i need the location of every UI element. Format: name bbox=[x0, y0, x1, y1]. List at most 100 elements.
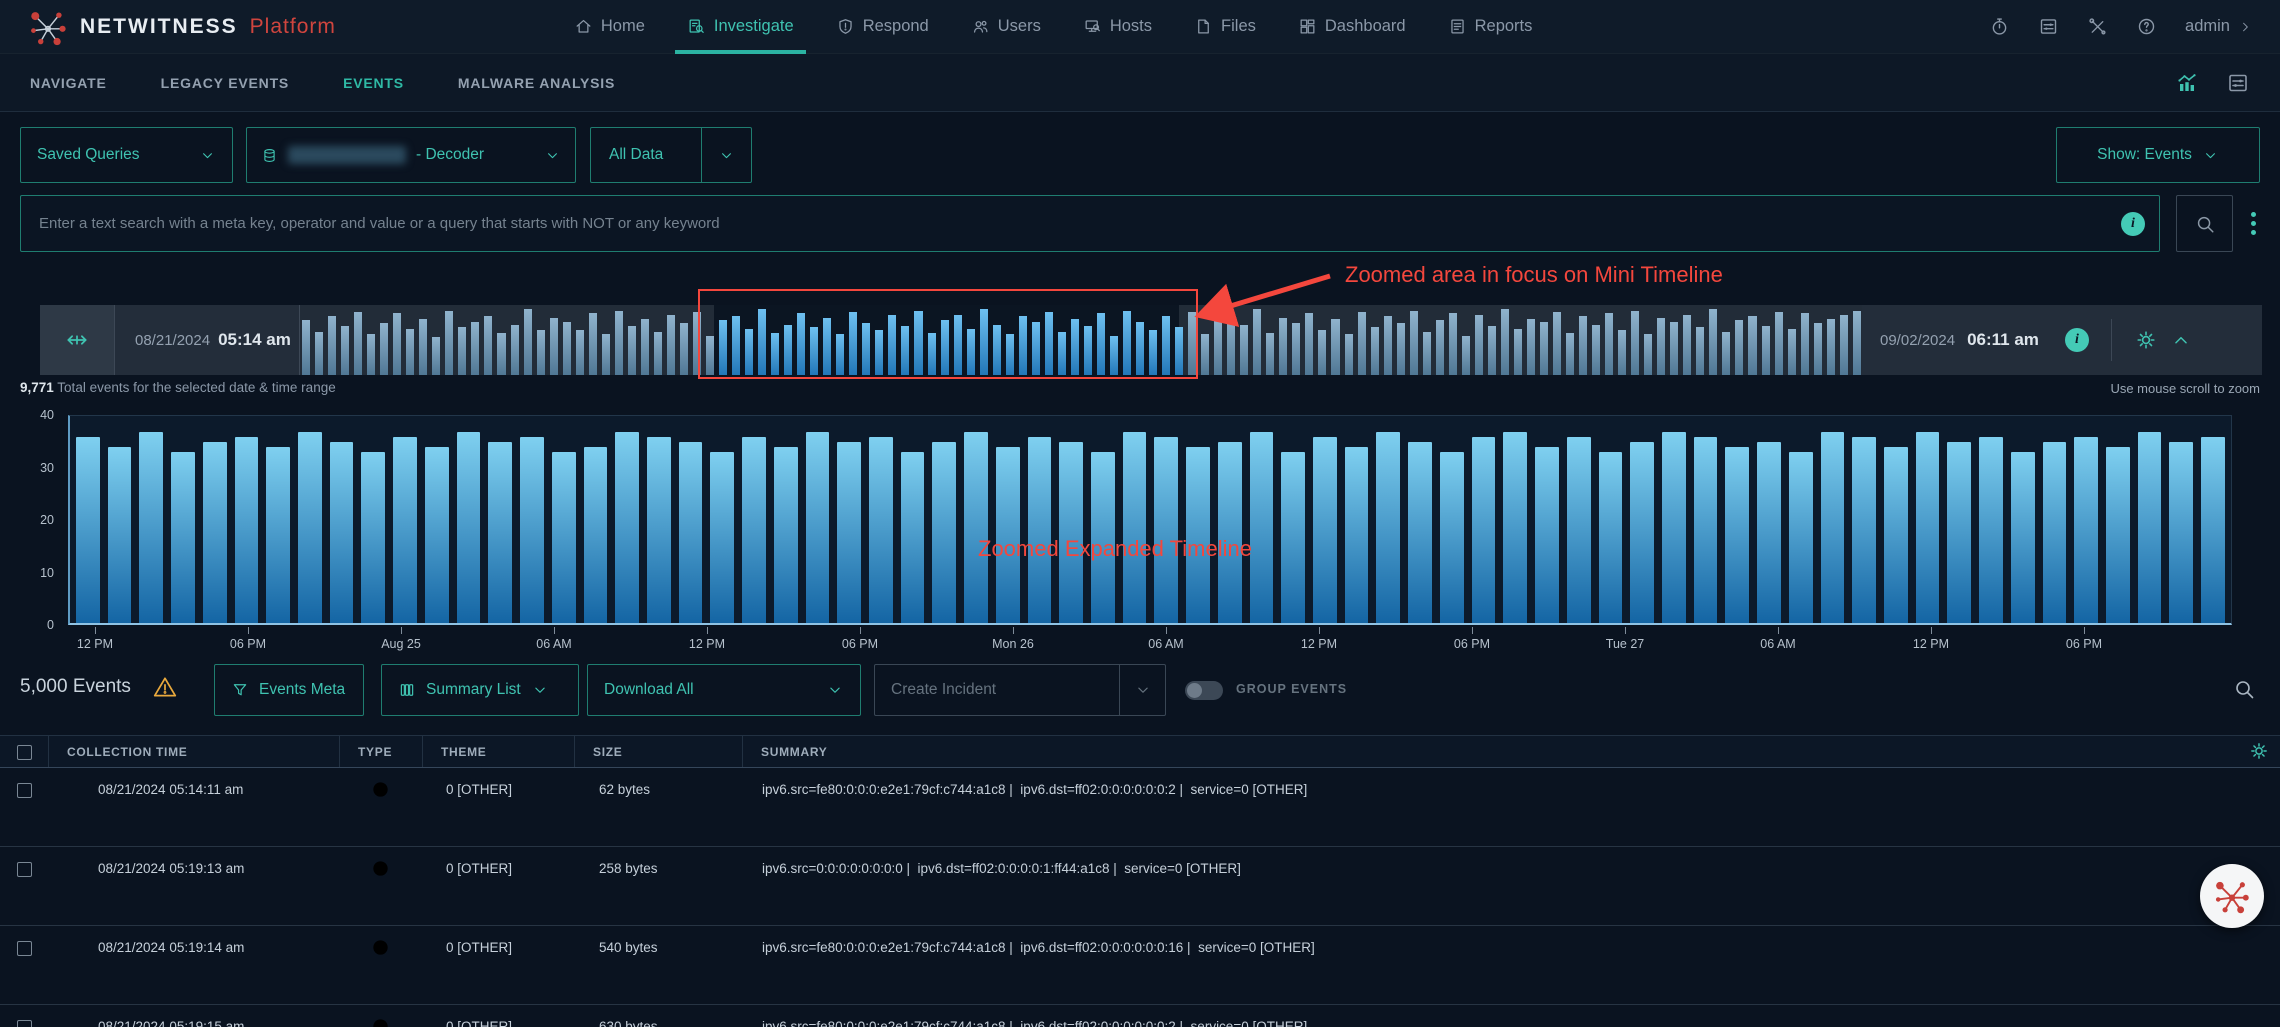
top-nav-reports[interactable]: Reports bbox=[1448, 0, 1533, 54]
timeline-bar[interactable] bbox=[457, 432, 481, 623]
help-icon[interactable] bbox=[2136, 16, 2157, 37]
sub-nav-events[interactable]: EVENTS bbox=[343, 75, 404, 91]
show-events-dropdown[interactable]: Show: Events bbox=[2056, 127, 2260, 183]
timeline-bar[interactable] bbox=[2043, 442, 2067, 623]
timeline-bar[interactable] bbox=[1852, 437, 1876, 623]
timeline-bar[interactable] bbox=[1630, 442, 1654, 623]
timeline-resize-handle[interactable] bbox=[40, 305, 115, 375]
timeline-bar[interactable] bbox=[266, 447, 290, 623]
timeline-bar[interactable] bbox=[1503, 432, 1527, 623]
select-all-checkbox[interactable] bbox=[17, 745, 32, 760]
timeline-bar[interactable] bbox=[1281, 452, 1305, 623]
timeline-bar[interactable] bbox=[1440, 452, 1464, 623]
timeline-bar[interactable] bbox=[1725, 447, 1749, 623]
timeline-bar[interactable] bbox=[584, 447, 608, 623]
sub-nav-navigate[interactable]: NAVIGATE bbox=[30, 75, 107, 91]
tools-icon[interactable] bbox=[2087, 16, 2108, 37]
query-options-kebab-menu[interactable] bbox=[2251, 212, 2256, 235]
timeline-bar[interactable] bbox=[2169, 442, 2193, 623]
timeline-bar[interactable] bbox=[1916, 432, 1940, 623]
row-checkbox[interactable] bbox=[17, 941, 32, 956]
timeline-bar[interactable] bbox=[901, 452, 925, 623]
col-header-type[interactable]: TYPE bbox=[339, 736, 422, 767]
timeline-bar[interactable] bbox=[1599, 452, 1623, 623]
saved-queries-dropdown[interactable]: Saved Queries bbox=[20, 127, 233, 183]
timeline-bar[interactable] bbox=[679, 442, 703, 623]
timeline-bar[interactable] bbox=[964, 432, 988, 623]
download-all-dropdown[interactable]: Download All bbox=[587, 664, 861, 716]
sub-nav-malware-analysis[interactable]: MALWARE ANALYSIS bbox=[458, 75, 615, 91]
col-header-theme[interactable]: THEME bbox=[422, 736, 574, 767]
timeline-bar[interactable] bbox=[1345, 447, 1369, 623]
timeline-bar[interactable] bbox=[742, 437, 766, 623]
timeline-bar[interactable] bbox=[235, 437, 259, 623]
timeline-bar[interactable] bbox=[2074, 437, 2098, 623]
netwitness-floating-action-button[interactable] bbox=[2200, 864, 2264, 928]
row-checkbox[interactable] bbox=[17, 1020, 32, 1027]
timeline-bar[interactable] bbox=[488, 442, 512, 623]
timeline-bar[interactable] bbox=[710, 452, 734, 623]
timeline-bar[interactable] bbox=[647, 437, 671, 623]
chart-plot-area[interactable] bbox=[68, 415, 2232, 625]
timeline-bar[interactable] bbox=[330, 442, 354, 623]
brand-logo[interactable]: NETWITNESS Platform bbox=[28, 7, 336, 47]
timeline-bar[interactable] bbox=[1472, 437, 1496, 623]
summary-list-dropdown[interactable]: Summary List bbox=[381, 664, 579, 716]
timeline-start-datetime[interactable]: 08/21/2024 05:14 am bbox=[115, 305, 300, 375]
top-nav-home[interactable]: Home bbox=[574, 0, 645, 54]
timeline-bar[interactable] bbox=[1313, 437, 1337, 623]
query-search-input[interactable] bbox=[21, 196, 2159, 251]
col-header-summary[interactable]: SUMMARY bbox=[742, 736, 2280, 767]
events-meta-button[interactable]: Events Meta bbox=[214, 664, 364, 716]
timeline-bar[interactable] bbox=[108, 447, 132, 623]
timeline-bar[interactable] bbox=[1757, 442, 1781, 623]
timeline-bar[interactable] bbox=[203, 442, 227, 623]
timeline-info-icon[interactable]: i bbox=[2065, 328, 2089, 352]
col-header-collection-time[interactable]: COLLECTION TIME bbox=[48, 736, 339, 767]
collapse-timeline-chevron-up-icon[interactable] bbox=[2170, 329, 2192, 351]
timeline-bar[interactable] bbox=[1694, 437, 1718, 623]
row-checkbox[interactable] bbox=[17, 783, 32, 798]
timeline-bar[interactable] bbox=[1947, 442, 1971, 623]
group-events-toggle[interactable] bbox=[1185, 681, 1223, 700]
execute-search-button[interactable] bbox=[2176, 195, 2233, 252]
timeline-bar[interactable] bbox=[1218, 442, 1242, 623]
timeline-bar[interactable] bbox=[806, 432, 830, 623]
timeline-bar[interactable] bbox=[171, 452, 195, 623]
timeline-chart-toggle-icon[interactable] bbox=[2176, 71, 2200, 95]
timeline-bar[interactable] bbox=[837, 442, 861, 623]
timeline-bar[interactable] bbox=[393, 437, 417, 623]
jobs-icon[interactable] bbox=[2038, 16, 2059, 37]
timeline-bar[interactable] bbox=[1979, 437, 2003, 623]
timeline-bar[interactable] bbox=[1408, 442, 1432, 623]
timeline-bar[interactable] bbox=[520, 437, 544, 623]
timeline-bar[interactable] bbox=[1376, 432, 1400, 623]
timeline-bar[interactable] bbox=[1789, 452, 1813, 623]
timeline-bar[interactable] bbox=[1884, 447, 1908, 623]
timeline-bar[interactable] bbox=[139, 432, 163, 623]
timeline-bar[interactable] bbox=[615, 432, 639, 623]
column-preferences-icon[interactable] bbox=[2226, 71, 2250, 95]
event-table-row[interactable]: 08/21/2024 05:19:13 am0 [OTHER]258 bytes… bbox=[0, 847, 2280, 926]
top-nav-hosts[interactable]: Hosts bbox=[1083, 0, 1152, 54]
query-info-icon[interactable]: i bbox=[2121, 212, 2145, 236]
service-selector-dropdown[interactable]: - Decoder bbox=[246, 127, 576, 183]
time-range-dropdown[interactable]: All Data bbox=[590, 127, 752, 183]
timeline-bar[interactable] bbox=[425, 447, 449, 623]
timeline-bar[interactable] bbox=[1154, 437, 1178, 623]
timeline-bar[interactable] bbox=[298, 432, 322, 623]
top-nav-respond[interactable]: Respond bbox=[836, 0, 929, 54]
timeline-bar[interactable] bbox=[76, 437, 100, 623]
timeline-bar[interactable] bbox=[1821, 432, 1845, 623]
timeline-bar[interactable] bbox=[1123, 432, 1147, 623]
user-menu[interactable]: admin bbox=[2185, 17, 2252, 36]
timeline-bar[interactable] bbox=[1567, 437, 1591, 623]
timeline-bar[interactable] bbox=[1535, 447, 1559, 623]
timer-icon[interactable] bbox=[1989, 16, 2010, 37]
event-table-row[interactable]: 08/21/2024 05:19:14 am0 [OTHER]540 bytes… bbox=[0, 926, 2280, 1005]
timeline-bar[interactable] bbox=[869, 437, 893, 623]
top-nav-users[interactable]: Users bbox=[971, 0, 1041, 54]
top-nav-files[interactable]: Files bbox=[1194, 0, 1256, 54]
timeline-settings-gear-icon[interactable] bbox=[2134, 328, 2158, 352]
events-search-icon[interactable] bbox=[2232, 677, 2256, 701]
